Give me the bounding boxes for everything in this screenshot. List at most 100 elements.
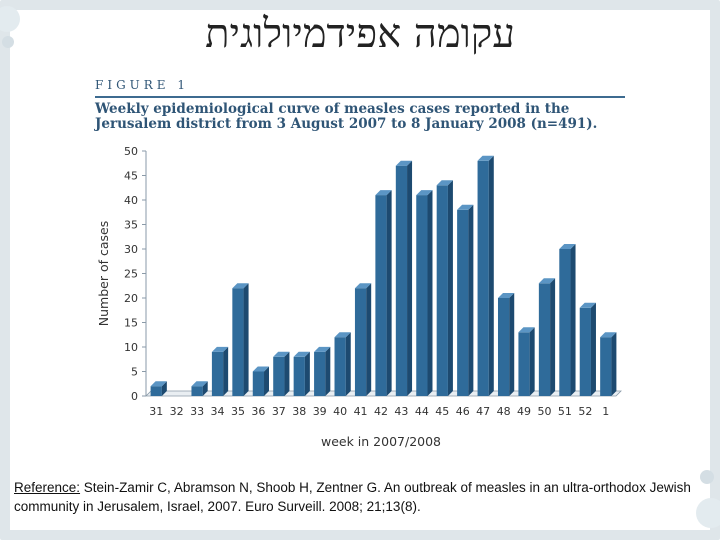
x-tick-label: 37 <box>272 405 286 418</box>
bar-side <box>386 190 392 396</box>
bar <box>273 356 285 396</box>
bar-top <box>518 327 535 333</box>
figure-label: FIGURE 1 <box>95 78 190 92</box>
bar-side <box>488 155 494 396</box>
x-tick-label: 42 <box>374 405 388 418</box>
bar-side <box>284 351 290 396</box>
x-tick-label: 52 <box>578 405 592 418</box>
x-tick-label: 43 <box>394 405 408 418</box>
bar-top <box>600 332 617 338</box>
bar-side <box>202 381 208 396</box>
x-tick-label: 44 <box>415 405 429 418</box>
bar-side <box>468 204 474 396</box>
y-tick-label: 25 <box>124 268 138 281</box>
bar <box>436 185 448 396</box>
bar <box>538 283 551 396</box>
bar <box>518 332 530 396</box>
bar <box>395 165 408 396</box>
bar <box>334 337 346 396</box>
x-tick-label: 1 <box>602 405 609 418</box>
y-tick-label: 15 <box>124 317 138 330</box>
y-tick-label: 45 <box>124 170 138 183</box>
decorative-circle <box>696 498 720 528</box>
bar <box>600 337 612 396</box>
bar-side <box>590 302 596 396</box>
bar-top <box>436 180 453 186</box>
x-tick-label: 31 <box>149 405 163 418</box>
bar-side <box>161 381 167 396</box>
bar <box>354 288 367 396</box>
bar-top <box>191 381 208 387</box>
bar-side <box>570 244 576 396</box>
bar-side <box>407 160 413 396</box>
y-tick-label: 10 <box>124 341 138 354</box>
x-tick-label: 41 <box>354 405 368 418</box>
bar-top <box>354 283 372 289</box>
bar-side <box>366 283 372 396</box>
x-tick-label: 32 <box>170 405 184 418</box>
x-tick-label: 40 <box>333 405 347 418</box>
x-tick-label: 39 <box>313 405 327 418</box>
bar <box>191 386 203 396</box>
bar-side <box>509 293 515 396</box>
bar-top <box>334 332 351 338</box>
x-tick-label: 51 <box>558 405 572 418</box>
y-tick-label: 40 <box>124 194 138 207</box>
bar <box>579 307 591 396</box>
bar-top <box>252 366 270 372</box>
x-tick-label: 38 <box>292 405 306 418</box>
bar-side <box>550 278 556 396</box>
x-tick-label: 46 <box>456 405 470 418</box>
bar-top <box>273 351 290 357</box>
x-tick-label: 47 <box>476 405 490 418</box>
bar-top <box>232 283 249 289</box>
slide-title: עקומה אפידמיולוגית <box>205 11 515 57</box>
bar-top <box>559 244 576 249</box>
bar-side <box>264 366 270 396</box>
y-tick-label: 35 <box>124 219 138 232</box>
bar <box>211 351 224 396</box>
bar-side <box>447 180 453 396</box>
x-tick-label: 48 <box>497 405 511 418</box>
bar-top <box>497 293 515 298</box>
x-axis-title: week in 2007/2008 <box>321 434 441 449</box>
bar-side <box>325 346 331 396</box>
bar-top <box>314 346 331 352</box>
x-tick-label: 33 <box>190 405 204 418</box>
bar-top <box>416 190 433 196</box>
bar <box>457 209 469 396</box>
bar <box>150 386 162 396</box>
bar <box>497 298 510 396</box>
bar <box>477 160 489 396</box>
bar-side <box>223 346 229 396</box>
figure-rule <box>95 96 625 98</box>
bar <box>416 195 428 396</box>
decorative-circle <box>700 470 714 484</box>
y-tick-label: 50 <box>124 145 138 158</box>
x-tick-label: 50 <box>537 405 551 418</box>
bar-top <box>579 302 596 308</box>
bar <box>232 288 244 396</box>
bar-top <box>293 351 310 357</box>
reference-text: Stein-Zamir C, Abramson N, Shoob H, Zent… <box>14 480 691 514</box>
decorative-circle <box>0 6 20 32</box>
y-tick-label: 0 <box>131 390 138 403</box>
bar-chart: 0 5 10 15 20 25 30 35 40 45 50 Number of cases 31 32 3… <box>96 145 622 449</box>
bar <box>375 195 387 396</box>
bar-top <box>457 204 474 210</box>
x-tick-label: 34 <box>211 405 225 418</box>
x-tick-label: 35 <box>231 405 245 418</box>
bar-side <box>304 351 310 396</box>
x-tick-label: 45 <box>435 405 449 418</box>
bar-top <box>395 160 413 166</box>
x-tick-label: 49 <box>517 405 531 418</box>
x-tick-label: 36 <box>251 405 265 418</box>
decorative-circle <box>2 36 14 48</box>
bar-top <box>211 346 229 352</box>
bar-top <box>538 278 556 284</box>
y-axis-title: Number of cases <box>96 221 111 326</box>
bar-top <box>150 381 167 387</box>
bar-side <box>427 190 433 396</box>
bar <box>559 249 571 396</box>
